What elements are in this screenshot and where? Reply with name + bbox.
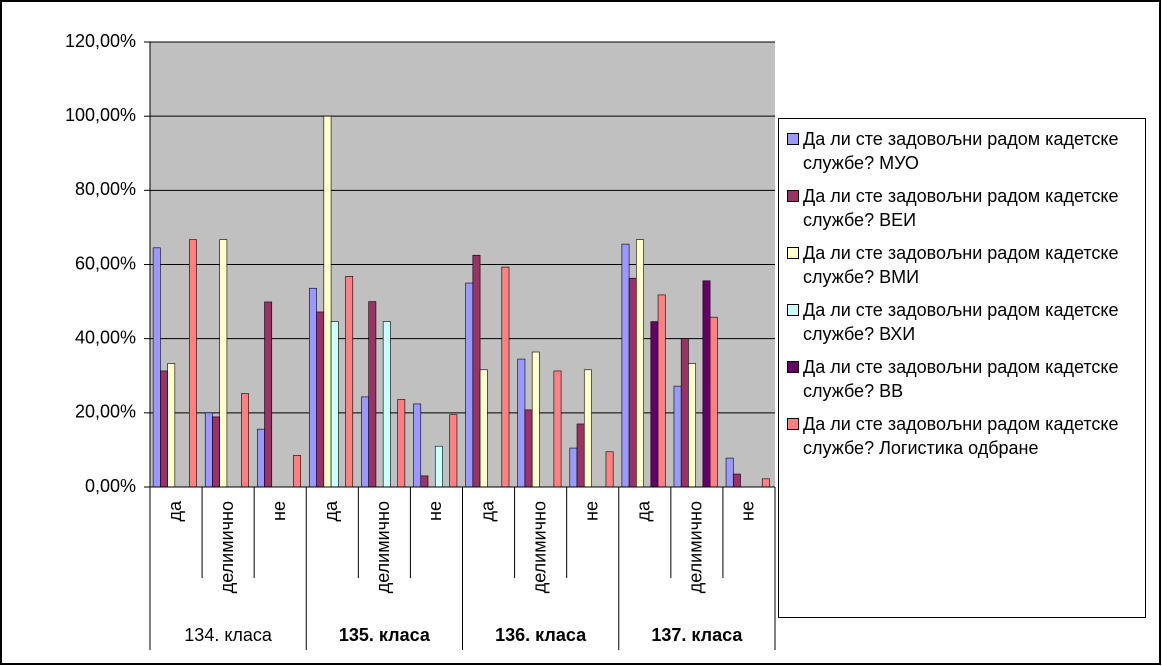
legend-swatch	[787, 418, 799, 430]
bar	[361, 396, 369, 488]
legend-label: Да ли сте задовољни радом кадетске служб…	[803, 186, 1119, 230]
legend-swatch	[787, 304, 799, 316]
bar	[709, 316, 718, 488]
bar	[636, 239, 644, 488]
legend-label: Да ли сте задовољни радом кадетске служб…	[803, 357, 1119, 401]
bar	[650, 321, 659, 488]
y-tick-label: 20,00%	[75, 402, 136, 422]
legend-item: Да ли сте задовољни радом кадетске служб…	[787, 298, 1159, 346]
bar	[316, 311, 325, 488]
bar	[680, 338, 689, 488]
bar	[160, 370, 168, 488]
x-tick-label: да	[634, 500, 654, 522]
y-tick-label: 60,00%	[75, 253, 136, 273]
bar	[382, 321, 391, 488]
bar	[569, 447, 578, 488]
x-tick-label: делимично	[217, 501, 237, 593]
bar	[368, 301, 377, 488]
legend-swatch	[787, 133, 799, 145]
bar	[553, 370, 562, 488]
bar	[501, 266, 510, 488]
x-tick-label: не	[269, 501, 289, 521]
legend-swatch	[787, 247, 799, 259]
x-tick-label: не	[738, 501, 758, 521]
bar	[576, 423, 585, 488]
legend-item: Да ли сте задовољни радом кадетске служб…	[787, 241, 1159, 289]
x-tick-label: не	[425, 501, 445, 521]
bar	[434, 445, 443, 488]
bar	[621, 243, 630, 488]
group-label: 135. класа	[339, 625, 431, 645]
x-tick-label: да	[477, 500, 497, 522]
bar	[472, 254, 481, 488]
bar	[219, 239, 228, 488]
bar	[628, 277, 637, 488]
bar	[256, 428, 265, 488]
bar	[420, 475, 429, 488]
x-tick-label: не	[581, 501, 601, 521]
group-label: 134. класа	[184, 625, 273, 645]
bar	[583, 369, 592, 488]
legend-label: Да ли сте задовољни радом кадетске служб…	[803, 414, 1119, 458]
bar	[657, 294, 666, 488]
bar	[605, 451, 614, 488]
bar	[241, 393, 249, 488]
x-tick-label: делимично	[686, 501, 706, 593]
bar	[732, 473, 741, 488]
bar	[465, 282, 474, 488]
legend-item: Да ли сте задовољни радом кадетске служб…	[787, 127, 1159, 175]
bar	[330, 321, 339, 488]
legend-swatch	[787, 190, 799, 202]
y-tick-label: 100,00%	[65, 105, 136, 125]
bar	[345, 276, 354, 488]
legend-label: Да ли сте задовољни радом кадетске служб…	[803, 129, 1119, 173]
bar	[524, 409, 533, 488]
y-tick-label: 0,00%	[85, 476, 136, 496]
bar	[531, 351, 540, 488]
group-label: 136. класа	[495, 625, 587, 645]
x-tick-label: делимично	[529, 501, 549, 593]
x-tick-label: делимично	[373, 501, 393, 593]
bar	[761, 478, 770, 488]
y-tick-label: 80,00%	[75, 179, 136, 199]
legend-item: Да ли сте задовољни радом кадетске служб…	[787, 184, 1159, 232]
bar	[204, 412, 213, 488]
legend-item: Да ли сте задовољни радом кадетске служб…	[787, 355, 1159, 403]
bar	[293, 455, 301, 488]
bar	[152, 247, 161, 488]
bar	[323, 115, 332, 488]
x-tick-label: да	[321, 500, 341, 522]
bar	[702, 280, 711, 488]
legend-label: Да ли сте задовољни радом кадетске служб…	[803, 243, 1119, 287]
legend-item: Да ли сте задовољни радом кадетске служб…	[787, 412, 1159, 460]
bar	[449, 414, 458, 488]
bar	[188, 239, 197, 488]
legend: Да ли сте задовољни радом кадетске служб…	[778, 118, 1146, 618]
bar	[397, 399, 406, 488]
bar	[688, 363, 696, 488]
legend-swatch	[787, 361, 799, 373]
bar	[167, 363, 176, 488]
bar	[479, 369, 488, 488]
bar	[212, 416, 220, 488]
x-tick-label: да	[165, 500, 185, 522]
y-tick-label: 120,00%	[65, 31, 136, 51]
y-tick-label: 40,00%	[75, 327, 136, 347]
bar	[725, 457, 734, 488]
bar	[517, 358, 526, 488]
group-label: 137. класа	[651, 625, 743, 645]
bar	[309, 287, 317, 488]
legend-label: Да ли сте задовољни радом кадетске служб…	[803, 300, 1119, 344]
bar	[264, 301, 273, 488]
bar	[413, 403, 422, 488]
bar	[673, 385, 682, 488]
